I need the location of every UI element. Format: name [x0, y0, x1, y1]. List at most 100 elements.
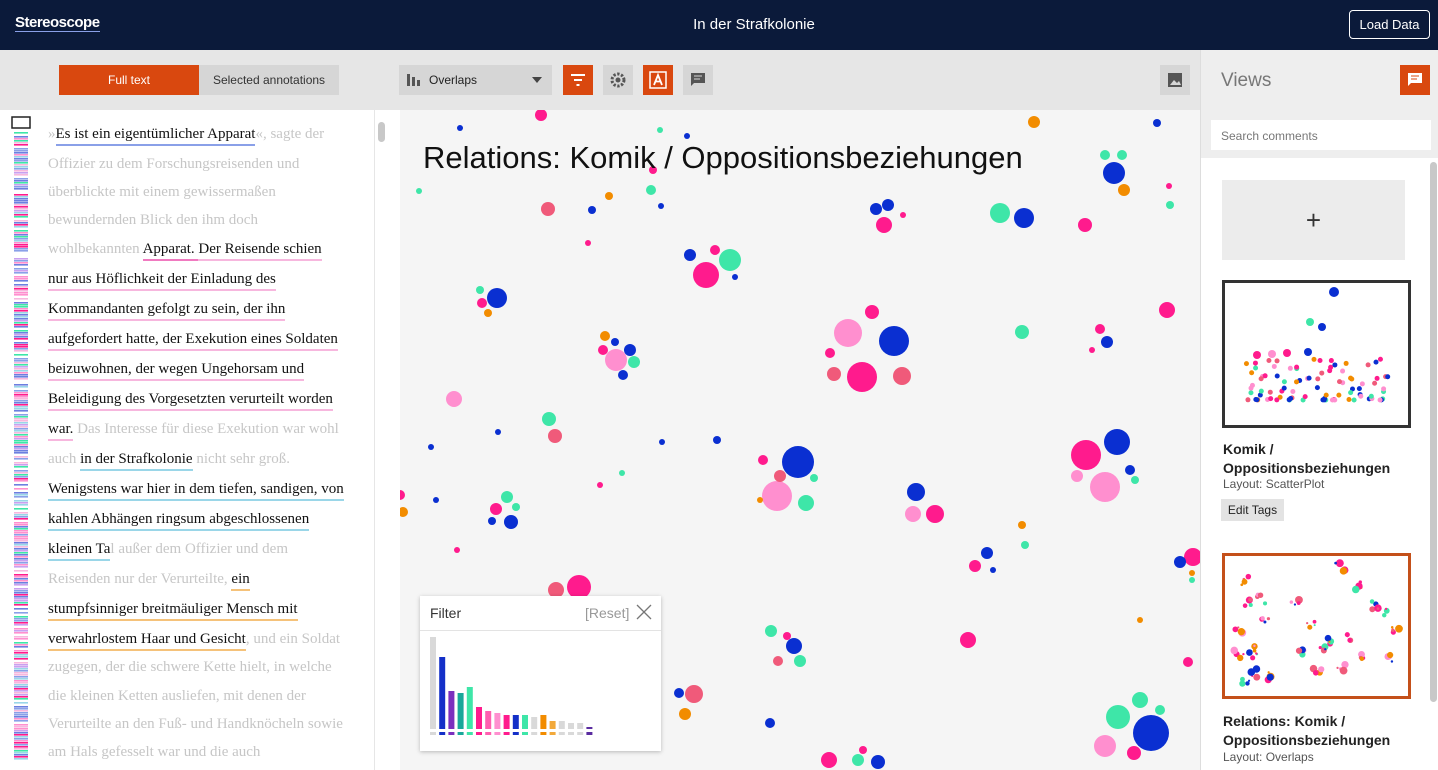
overlap-bubble[interactable]	[1104, 429, 1130, 455]
overlap-bubble[interactable]	[821, 752, 837, 768]
overlap-bubble[interactable]	[1090, 472, 1120, 502]
overlap-bubble[interactable]	[1021, 541, 1029, 549]
overlap-bubble[interactable]	[798, 495, 814, 511]
overlap-bubble[interactable]	[585, 240, 591, 246]
overlap-bubble[interactable]	[1131, 476, 1139, 484]
overlap-bubble[interactable]	[693, 262, 719, 288]
views-scrollbar[interactable]	[1430, 162, 1437, 702]
overlap-bubble[interactable]	[882, 199, 894, 211]
overlap-bubble[interactable]	[446, 391, 462, 407]
overlap-bubble[interactable]	[433, 497, 439, 503]
overlap-bubble[interactable]	[757, 497, 763, 503]
overlap-bubble[interactable]	[598, 345, 608, 355]
overlap-bubble[interactable]	[773, 656, 783, 666]
overlap-bubble[interactable]	[1100, 150, 1110, 160]
overlap-bubble[interactable]	[926, 505, 944, 523]
filter-bar[interactable]	[549, 721, 556, 729]
overlap-bubble[interactable]	[400, 490, 405, 500]
overlap-bubble[interactable]	[1117, 150, 1127, 160]
overlap-bubble[interactable]	[990, 203, 1010, 223]
scrollbar[interactable]	[378, 122, 385, 142]
overlap-bubble[interactable]	[1189, 577, 1195, 583]
overlap-bubble[interactable]	[786, 638, 802, 654]
overlap-bubble[interactable]	[794, 655, 806, 667]
overlap-bubble[interactable]	[428, 444, 434, 450]
overlap-bubble[interactable]	[827, 367, 841, 381]
overlap-bubble[interactable]	[762, 481, 792, 511]
annotated-text[interactable]: Apparat.	[142, 241, 199, 261]
overlap-bubble[interactable]	[859, 746, 867, 754]
filter-bar[interactable]	[586, 727, 593, 729]
filter-bar[interactable]	[568, 723, 574, 729]
overlap-bubble[interactable]	[542, 412, 556, 426]
overlap-bubble[interactable]	[1166, 183, 1172, 189]
overlap-bubble[interactable]	[600, 331, 610, 341]
filter-bar[interactable]	[522, 715, 528, 729]
overlap-bubble[interactable]	[1018, 521, 1026, 529]
overlap-bubble[interactable]	[535, 110, 547, 121]
overlap-bubble[interactable]	[484, 309, 492, 317]
overlap-bubble[interactable]	[879, 326, 909, 356]
filter-bar[interactable]	[457, 693, 464, 729]
overlap-bubble[interactable]	[416, 188, 422, 194]
filter-bar[interactable]	[485, 711, 492, 729]
filter-bar[interactable]	[531, 717, 538, 729]
overlap-bubble[interactable]	[907, 483, 925, 501]
overlap-bubble[interactable]	[1159, 302, 1175, 318]
overlap-bubble[interactable]	[1183, 657, 1193, 667]
filter-histogram[interactable]	[420, 631, 661, 746]
annotated-text[interactable]: nur aus Höflichkeit der Einladung des	[48, 271, 276, 291]
overlap-bubble[interactable]	[765, 718, 775, 728]
annotated-text[interactable]: Der Reisende schien	[198, 241, 322, 261]
overlap-bubble[interactable]	[969, 560, 981, 572]
overlap-bubble[interactable]	[658, 203, 664, 209]
overlap-bubble[interactable]	[1014, 208, 1034, 228]
filter-reset[interactable]: [Reset]	[585, 605, 630, 621]
overlap-bubble[interactable]	[457, 125, 463, 131]
overlap-bubble[interactable]	[646, 185, 656, 195]
overlap-visualization[interactable]: Relations: Komik / Oppositionsbeziehunge…	[400, 110, 1200, 770]
annotated-text[interactable]: war.	[48, 421, 74, 441]
filter-bar[interactable]	[558, 721, 565, 729]
view-thumbnail[interactable]	[1222, 280, 1411, 428]
image-button[interactable]	[1160, 65, 1190, 95]
filter-bar[interactable]	[577, 723, 584, 729]
overlap-bubble[interactable]	[1174, 556, 1186, 568]
overlap-bubble[interactable]	[870, 203, 882, 215]
filter-button[interactable]	[563, 65, 593, 95]
overlap-bubble[interactable]	[852, 754, 864, 766]
overlap-bubble[interactable]	[659, 439, 665, 445]
overlap-bubble[interactable]	[719, 249, 741, 271]
layout-select[interactable]: Overlaps	[399, 65, 552, 95]
overlap-bubble[interactable]	[1189, 570, 1195, 576]
overlap-bubble[interactable]	[1071, 440, 1101, 470]
annotated-text[interactable]: beizuwohnen, der wegen Ungehorsam und	[48, 361, 305, 381]
overlap-bubble[interactable]	[624, 344, 636, 356]
overlap-bubble[interactable]	[713, 436, 721, 444]
add-view[interactable]: +	[1222, 180, 1405, 260]
overlap-bubble[interactable]	[1101, 336, 1113, 348]
annotated-text[interactable]: verwahrlostem Haar und Gesicht	[48, 631, 246, 651]
overlap-bubble[interactable]	[487, 288, 507, 308]
filter-bar[interactable]	[540, 715, 547, 729]
overlap-bubble[interactable]	[628, 356, 640, 368]
overlap-bubble[interactable]	[605, 192, 613, 200]
overlap-bubble[interactable]	[541, 202, 555, 216]
overlap-bubble[interactable]	[476, 286, 484, 294]
tab-full-text[interactable]: Full text	[59, 65, 199, 95]
overlap-bubble[interactable]	[1137, 617, 1143, 623]
comment-button[interactable]	[683, 65, 713, 95]
views-comment-button[interactable]	[1400, 65, 1430, 95]
overlap-bubble[interactable]	[684, 133, 690, 139]
annotated-text[interactable]: Beleidigung des Vorgesetzten verurteilt …	[48, 391, 333, 411]
overlap-bubble[interactable]	[1166, 201, 1174, 209]
overlap-bubble[interactable]	[597, 482, 603, 488]
overlap-bubble[interactable]	[488, 517, 496, 525]
filter-bar[interactable]	[503, 715, 510, 729]
filter-bar[interactable]	[476, 707, 482, 729]
overlap-bubble[interactable]	[981, 547, 993, 559]
overlap-bubble[interactable]	[1095, 324, 1105, 334]
overlap-bubble[interactable]	[893, 367, 911, 385]
overlap-bubble[interactable]	[710, 245, 720, 255]
overlap-bubble[interactable]	[876, 217, 892, 233]
